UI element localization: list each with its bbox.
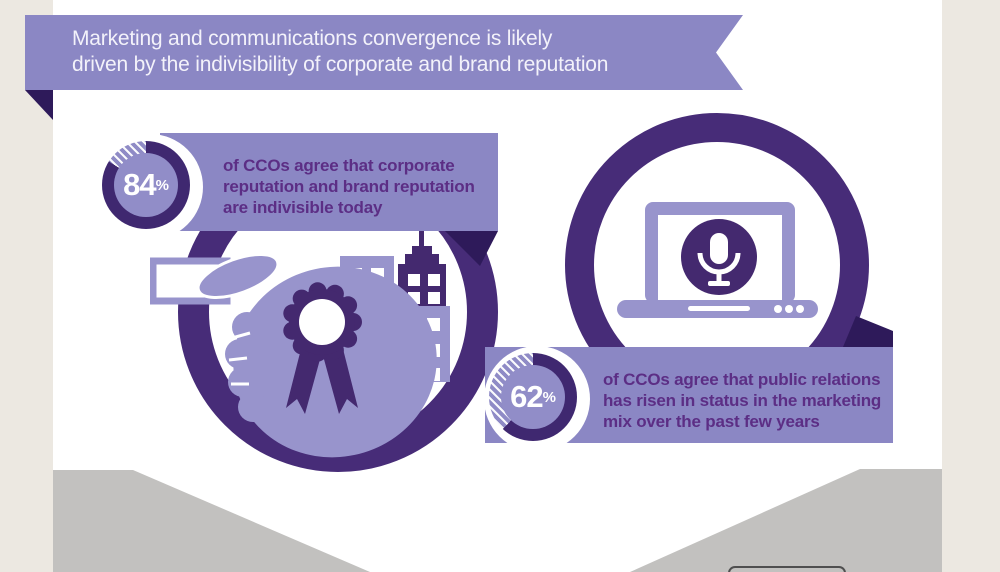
stat-line: of CCOs agree that public relations	[603, 370, 881, 389]
award-ribbon-icon	[283, 282, 362, 414]
stat-value: 84	[123, 167, 156, 202]
stat-line: mix over the past few years	[603, 412, 820, 431]
stat-line: are indivisible today	[223, 198, 383, 217]
hand-card-award-buildings-icon	[150, 228, 450, 458]
stat-value: 62	[510, 379, 543, 414]
stat-card-corporate-brand	[160, 133, 498, 231]
bottom-left-gray-wedge	[53, 470, 370, 572]
percent-sign: %	[542, 388, 556, 406]
microphone-icon	[681, 219, 757, 295]
laptop-icon	[617, 202, 818, 318]
slide-title: Marketing and communications convergence…	[72, 26, 608, 78]
stat-line: of CCOs agree that corporate	[223, 156, 455, 175]
stat-text-corporate-brand: of CCOs agree that corporate reputation …	[223, 155, 475, 218]
title-banner	[25, 15, 743, 90]
stat-text-public-relations: of CCOs agree that public relations has …	[603, 369, 881, 432]
title-line: Marketing and communications convergence…	[72, 27, 553, 50]
donut-chart-84-value: 84%	[114, 153, 178, 217]
stat-line: has risen in status in the marketing	[603, 391, 882, 410]
right-margin-strip	[942, 0, 1000, 572]
donut-chart-62-value: 62%	[501, 365, 565, 429]
title-line: driven by the indivisibility of corporat…	[72, 53, 609, 76]
partial-button-outline[interactable]	[728, 566, 846, 572]
stat-line: reputation and brand reputation	[223, 177, 475, 196]
percent-sign: %	[155, 176, 169, 194]
bottom-right-gray-wedge	[630, 469, 942, 572]
